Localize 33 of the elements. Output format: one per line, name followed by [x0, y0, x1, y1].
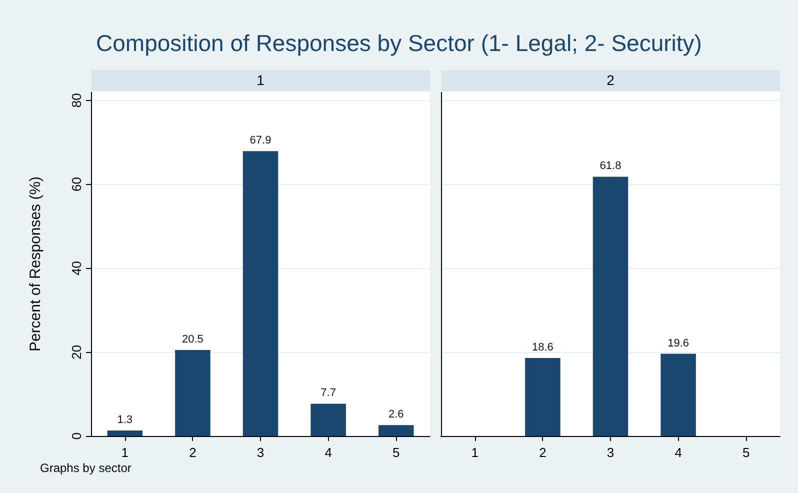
y-tick-label: 0 [69, 432, 84, 440]
data-label: 7.7 [320, 387, 336, 400]
x-tick-label: 2 [189, 445, 196, 460]
bar [107, 430, 143, 436]
y-tick-label: 20 [69, 344, 84, 360]
chart-subtitle: 1 [91, 70, 430, 91]
bar [310, 404, 346, 436]
x-tick-label: 1 [121, 445, 129, 460]
x-tick-label: 4 [674, 445, 682, 460]
x-tick-label: 2 [539, 445, 546, 460]
bar [378, 425, 414, 436]
x-tick-label: 5 [392, 445, 400, 460]
bar [175, 350, 210, 436]
data-label: 20.5 [182, 334, 204, 346]
y-tick-label: 80 [69, 93, 84, 108]
data-label: 2.6 [388, 408, 404, 421]
text: Graphs by sector [40, 461, 132, 475]
y-tick-label: 60 [69, 177, 84, 192]
y-axis-title: Percent of Responses (%) [27, 176, 44, 352]
x-tick-label: 3 [606, 445, 614, 460]
chart-title: Composition of Responses by Sector (1- Legal; 2- Security) [95, 30, 703, 57]
x-tick-label: 4 [324, 445, 332, 460]
chart-subtitle: 2 [441, 70, 780, 91]
data-label: 18.6 [532, 341, 554, 354]
data-label: 19.6 [668, 337, 690, 350]
data-label: 61.8 [600, 160, 622, 172]
x-tick-label: 1 [471, 445, 479, 460]
x-tick-label: 3 [256, 445, 264, 460]
data-label: 67.9 [250, 134, 272, 147]
x-tick-label: 5 [742, 445, 750, 460]
y-tick-label: 40 [69, 260, 84, 276]
bar [242, 151, 278, 436]
data-label: 1.3 [117, 414, 133, 426]
